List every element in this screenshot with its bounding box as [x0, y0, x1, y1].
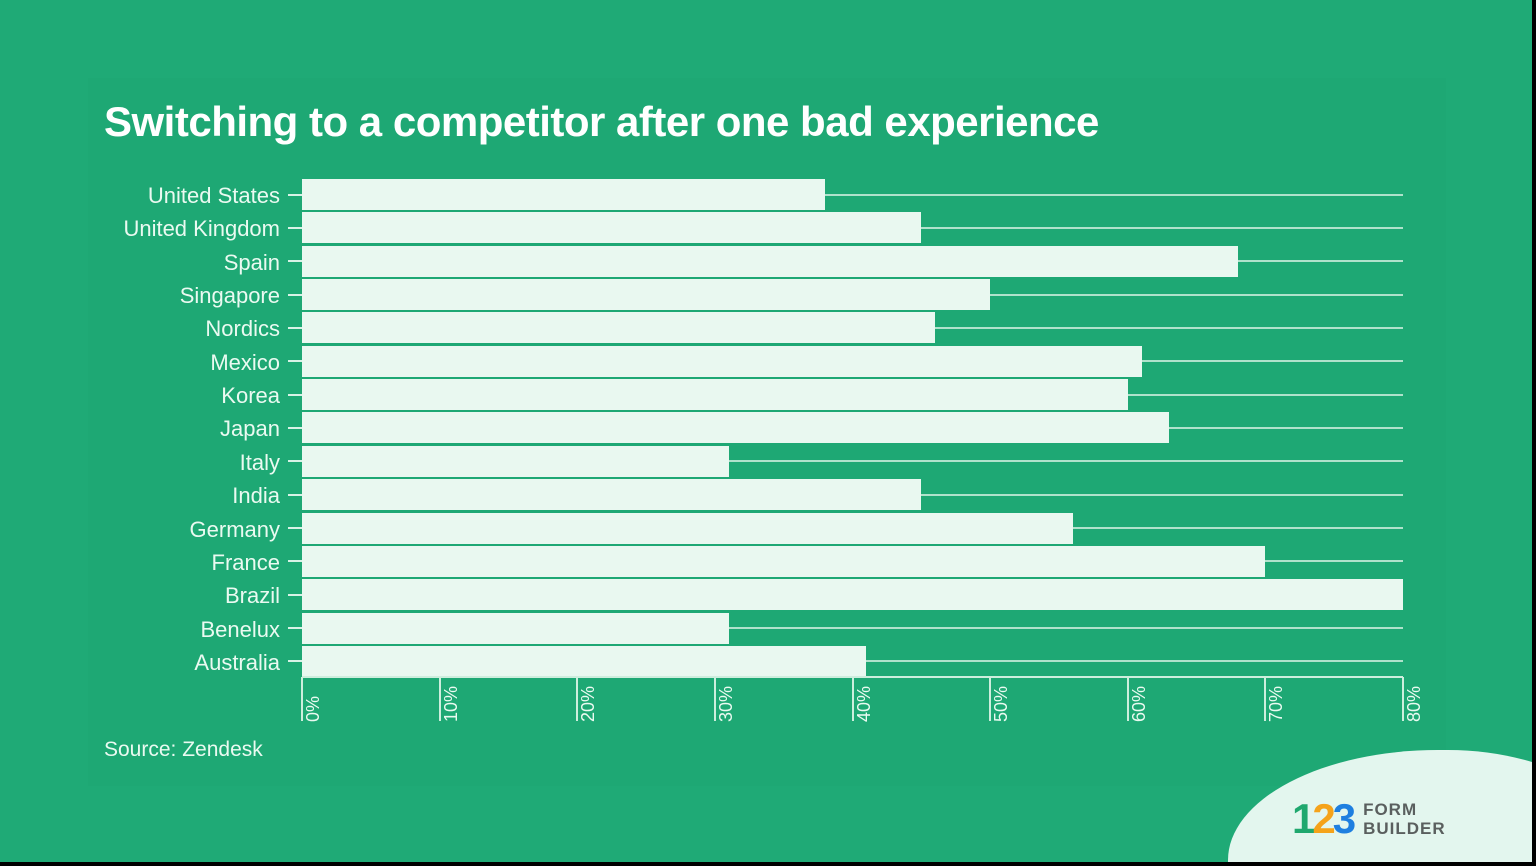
- gridline: [302, 627, 1403, 630]
- y-tick: [288, 260, 302, 263]
- bar: [302, 379, 1128, 411]
- x-tick-label: 80%: [1404, 685, 1424, 722]
- bar: [302, 312, 936, 344]
- brand-logo: 1 2 3 FORM BUILDER: [1292, 795, 1446, 842]
- x-tick: [989, 677, 992, 721]
- bar: [302, 279, 991, 311]
- y-tick: [288, 493, 302, 496]
- bar: [302, 212, 922, 244]
- bar: [302, 445, 729, 477]
- bar: [302, 645, 867, 677]
- x-tick: [1126, 677, 1129, 721]
- x-tick-label: 20%: [578, 685, 599, 722]
- x-tick: [1264, 677, 1267, 721]
- y-tick: [288, 226, 302, 229]
- y-tick-label: Korea: [221, 383, 280, 409]
- y-tick: [288, 393, 302, 396]
- y-tick: [288, 627, 302, 630]
- x-tick-label: 60%: [1128, 685, 1149, 722]
- y-tick: [288, 593, 302, 596]
- x-tick: [301, 677, 303, 721]
- y-tick: [288, 460, 302, 463]
- y-tick: [288, 560, 302, 563]
- gridline: [302, 193, 1403, 196]
- chart-title: Switching to a competitor after one bad …: [104, 98, 1099, 145]
- x-tick: [713, 677, 716, 721]
- y-tick: [288, 527, 302, 529]
- x-tick: [576, 677, 579, 721]
- bar: [302, 612, 729, 644]
- y-tick-label: Italy: [239, 449, 280, 475]
- bar: [302, 512, 1073, 544]
- y-tick: [288, 326, 302, 329]
- x-tick-label: 40%: [853, 685, 874, 722]
- y-tick-label: Nordics: [205, 316, 280, 342]
- bar: [302, 245, 1238, 277]
- y-tick-label: India: [232, 483, 280, 509]
- bar: [302, 179, 825, 210]
- y-tick-label: Benelux: [200, 616, 280, 642]
- bar: [302, 579, 1403, 611]
- x-tick-label: 70%: [1266, 685, 1287, 722]
- y-tick-label: Singapore: [179, 283, 280, 309]
- bar: [302, 412, 1170, 444]
- bar: [302, 479, 922, 511]
- y-tick-label: Australia: [194, 649, 280, 675]
- y-tick: [288, 293, 302, 296]
- x-tick-label: 0%: [303, 695, 323, 722]
- y-tick-label: United States: [147, 183, 280, 208]
- y-tick-label: France: [211, 549, 280, 575]
- y-tick: [288, 660, 302, 663]
- y-tick: [288, 360, 302, 363]
- bar: [302, 345, 1142, 377]
- x-tick-label: 50%: [991, 685, 1012, 722]
- logo-wordmark: FORM BUILDER: [1363, 800, 1446, 838]
- y-tick-label: Brazil: [224, 583, 280, 609]
- y-tick-label: Germany: [189, 516, 280, 542]
- x-tick-label: 30%: [715, 685, 736, 722]
- y-tick-label: Japan: [220, 416, 280, 442]
- source-note: Source: Zendesk: [104, 738, 263, 761]
- x-tick: [438, 677, 441, 721]
- gridline: [302, 460, 1403, 463]
- y-tick-label: Spain: [223, 249, 280, 275]
- logo-123-icon: 1 2 3: [1292, 795, 1356, 842]
- x-tick: [851, 677, 854, 721]
- y-tick-label: United Kingdom: [123, 216, 280, 242]
- y-tick-label: Mexico: [210, 349, 280, 375]
- x-tick-label: 10%: [440, 685, 461, 722]
- y-tick: [288, 193, 302, 196]
- bar: [302, 545, 1266, 577]
- y-tick: [288, 426, 302, 429]
- x-tick: [1402, 677, 1404, 721]
